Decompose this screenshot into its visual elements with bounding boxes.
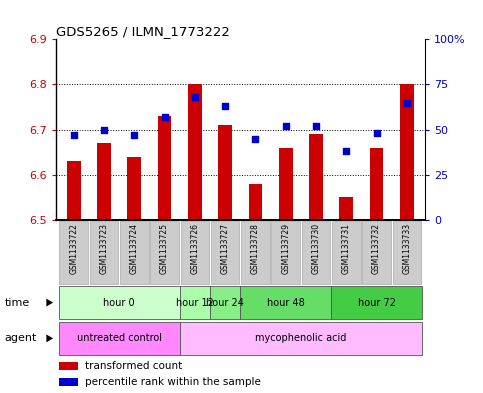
FancyBboxPatch shape <box>180 322 422 355</box>
FancyBboxPatch shape <box>362 221 391 284</box>
Bar <box>340 197 353 220</box>
Bar <box>249 184 262 220</box>
Bar <box>59 378 78 386</box>
FancyBboxPatch shape <box>150 221 179 284</box>
FancyBboxPatch shape <box>332 221 360 284</box>
Bar <box>188 84 202 220</box>
Text: GSM1133733: GSM1133733 <box>402 223 412 274</box>
Point <box>282 123 290 129</box>
FancyBboxPatch shape <box>302 221 330 284</box>
FancyBboxPatch shape <box>120 221 149 284</box>
FancyBboxPatch shape <box>210 286 241 319</box>
Bar <box>309 134 323 220</box>
Text: GSM1133731: GSM1133731 <box>342 223 351 274</box>
Text: GSM1133725: GSM1133725 <box>160 223 169 274</box>
Text: GDS5265 / ILMN_1773222: GDS5265 / ILMN_1773222 <box>56 25 229 38</box>
FancyBboxPatch shape <box>181 221 209 284</box>
Point <box>312 123 320 129</box>
Bar <box>370 148 384 220</box>
Text: GSM1133723: GSM1133723 <box>99 223 109 274</box>
Point <box>252 136 259 142</box>
Bar <box>97 143 111 220</box>
FancyBboxPatch shape <box>180 286 210 319</box>
Point <box>130 132 138 138</box>
Bar <box>59 362 78 370</box>
Text: mycophenolic acid: mycophenolic acid <box>255 333 347 343</box>
FancyBboxPatch shape <box>58 286 180 319</box>
FancyBboxPatch shape <box>90 221 118 284</box>
Text: time: time <box>5 298 30 308</box>
Point <box>191 94 199 100</box>
Text: GSM1133722: GSM1133722 <box>69 223 78 274</box>
Text: GSM1133727: GSM1133727 <box>221 223 229 274</box>
Text: percentile rank within the sample: percentile rank within the sample <box>85 377 261 387</box>
Bar <box>67 162 81 220</box>
Text: GSM1133726: GSM1133726 <box>190 223 199 274</box>
Text: GSM1133724: GSM1133724 <box>130 223 139 274</box>
Text: GSM1133730: GSM1133730 <box>312 223 321 274</box>
Text: GSM1133728: GSM1133728 <box>251 223 260 274</box>
Bar <box>400 84 413 220</box>
Text: transformed count: transformed count <box>85 361 183 371</box>
FancyBboxPatch shape <box>211 221 240 284</box>
FancyBboxPatch shape <box>331 286 422 319</box>
Text: untreated control: untreated control <box>77 333 162 343</box>
FancyBboxPatch shape <box>241 286 331 319</box>
Point <box>221 103 229 109</box>
FancyBboxPatch shape <box>393 221 421 284</box>
Text: GSM1133732: GSM1133732 <box>372 223 381 274</box>
Text: GSM1133729: GSM1133729 <box>281 223 290 274</box>
Text: agent: agent <box>5 333 37 343</box>
Bar <box>158 116 171 220</box>
Text: hour 72: hour 72 <box>357 298 396 308</box>
Text: hour 12: hour 12 <box>176 298 214 308</box>
Point <box>342 148 350 154</box>
FancyBboxPatch shape <box>241 221 270 284</box>
Point <box>70 132 78 138</box>
Text: hour 48: hour 48 <box>267 298 305 308</box>
FancyBboxPatch shape <box>58 322 180 355</box>
Point <box>373 130 381 136</box>
Bar <box>128 157 141 220</box>
Text: hour 24: hour 24 <box>206 298 244 308</box>
Bar <box>279 148 293 220</box>
Text: hour 0: hour 0 <box>103 298 135 308</box>
Point <box>403 99 411 106</box>
Point <box>161 114 169 120</box>
Bar <box>218 125 232 220</box>
FancyBboxPatch shape <box>271 221 300 284</box>
FancyBboxPatch shape <box>59 221 88 284</box>
Point <box>100 127 108 133</box>
